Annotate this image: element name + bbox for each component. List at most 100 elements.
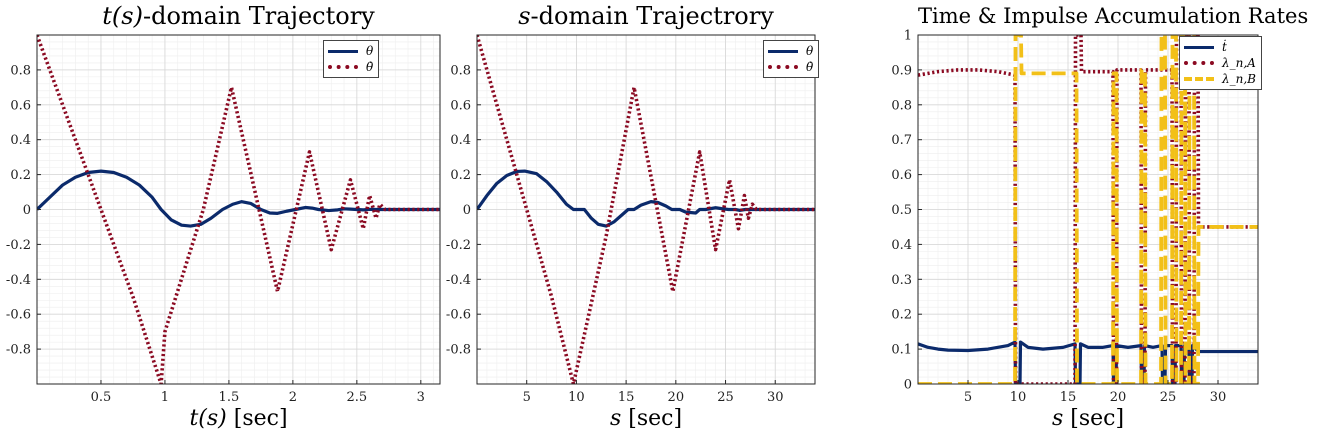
x-tick-label: 25: [717, 390, 734, 405]
legend-label: ṫ: [1222, 40, 1227, 54]
y-tick-label: 0: [463, 203, 471, 218]
series-line-0: [477, 169, 815, 228]
y-tick-label: 0.8: [891, 98, 912, 113]
legend-entry-theta: θ: [328, 43, 373, 59]
y-tick-label: 0.2: [891, 308, 912, 323]
right-legend: ṫ λ_n,A λ_n,B: [1179, 36, 1262, 90]
left-chart: 0.5 1 1.5 2 2.5 3 -0.8 -0.6 -0.4 -0.2 0 0.2 0.4 0.6 0.…: [6, 34, 441, 405]
middle-title-text: -domain Trajectrory: [530, 2, 774, 30]
left-legend: θ θ̇: [323, 40, 380, 78]
series-line-1: [477, 35, 815, 384]
y-tick-label: -0.8: [6, 343, 31, 358]
legend-swatch-navy: [1184, 45, 1214, 49]
y-tick-label: 0.7: [891, 133, 912, 148]
x-tick-label: 10: [1010, 390, 1027, 405]
y-tick-label: -0.2: [6, 238, 31, 253]
legend-label: λ_n,A: [1222, 56, 1256, 70]
y-tick-label: 0: [23, 203, 31, 218]
right-chart-panel: Time & Impulse Accumulation Rates 5 10 15 2…: [880, 0, 1317, 439]
right-x-axis-label: s [sec]: [918, 406, 1258, 431]
legend-entry-lambda-b: λ_n,B: [1184, 71, 1256, 87]
y-tick-label: -0.4: [6, 273, 31, 288]
y-tick-label: 0.4: [891, 238, 912, 253]
left-x-axis-label: t(s) [sec]: [37, 406, 440, 431]
x-tick-label: 1: [161, 390, 169, 405]
y-tick-label: 0.9: [891, 63, 912, 78]
x-tick-label: 15: [1060, 390, 1077, 405]
legend-swatch-crimson: [1184, 61, 1214, 65]
left-title-variable: t(s): [102, 2, 143, 30]
y-tick-label: 0.8: [10, 63, 31, 78]
series-line-1: [37, 35, 440, 384]
y-tick-label: -0.8: [446, 343, 471, 358]
y-tick-label: -0.6: [6, 308, 31, 323]
x-tick-label: 25: [1160, 390, 1177, 405]
y-tick-label: -0.4: [446, 273, 471, 288]
legend-label: θ: [806, 44, 814, 58]
x-tick-label: 1.5: [219, 390, 240, 405]
x-tick-label: 2.5: [346, 390, 367, 405]
right-chart: 5 10 15 20 25 30 0 0.1 0.2 0.3 0.4 0.5 0.6 0.7 0.8 0.9 1: [891, 29, 1259, 405]
middle-xlabel-unit: [sec]: [621, 406, 683, 431]
middle-title-variable: s: [518, 2, 531, 30]
legend-label: θ̇: [806, 60, 814, 74]
series-group: [477, 35, 815, 384]
y-tick-label: 0.6: [891, 168, 912, 183]
x-tick-label: 10: [568, 390, 585, 405]
x-tick-label: 0.5: [91, 390, 112, 405]
legend-swatch-crimson: [768, 65, 798, 69]
series-group: [918, 35, 1258, 384]
legend-entry-theta-dot: θ̇: [768, 59, 813, 75]
x-tick-label: 30: [767, 390, 784, 405]
y-tick-label: 0.6: [10, 98, 31, 113]
left-chart-panel: t(s)-domain Trajectory 0.5 1 1.5 2 2.5 3 -0.8-…: [0, 0, 441, 439]
legend-swatch-crimson: [328, 65, 358, 69]
x-tick-label: 20: [1110, 390, 1127, 405]
right-chart-title: Time & Impulse Accumulation Rates: [918, 4, 1308, 28]
legend-label: θ: [366, 44, 374, 58]
middle-xlabel-var: s: [609, 406, 622, 431]
right-xlabel-var: s: [1051, 406, 1064, 431]
y-tick-label: 0.1: [891, 343, 912, 358]
series-group: [37, 35, 440, 384]
left-title-text: -domain Trajectory: [142, 2, 375, 30]
legend-swatch-gold: [1184, 77, 1214, 81]
middle-chart-panel: s-domain Trajectrory 5 10 15 20 25 30 -0.8 -0.6…: [440, 0, 880, 439]
right-title-text: Time & Impulse Accumulation Rates: [918, 4, 1309, 28]
y-tick-label: 0.3: [891, 273, 912, 288]
legend-label: λ_n,B: [1222, 72, 1256, 86]
middle-chart-title: s-domain Trajectrory: [477, 2, 815, 30]
legend-entry-theta: θ: [768, 43, 813, 59]
legend-entry-tdot: ṫ: [1184, 39, 1256, 55]
y-tick-label: 0.4: [450, 133, 471, 148]
y-tick-label: 0.6: [450, 98, 471, 113]
right-xlabel-unit: [sec]: [1063, 406, 1125, 431]
x-tick-label: 5: [964, 390, 972, 405]
x-tick-label: 30: [1210, 390, 1227, 405]
x-tick-label: 5: [523, 390, 531, 405]
x-tick-label: 20: [668, 390, 685, 405]
middle-chart: 5 10 15 20 25 30 -0.8 -0.6 -0.4 -0.2 0 0.2 0.4 0.6 0.8: [446, 34, 816, 405]
series-line-0: [918, 340, 1258, 384]
middle-legend: θ θ̇: [763, 40, 820, 78]
y-tick-label: 1: [904, 29, 912, 44]
legend-label: θ̇: [366, 60, 374, 74]
y-tick-label: 0.5: [891, 203, 912, 218]
y-tick-label: -0.2: [446, 238, 471, 253]
left-chart-title: t(s)-domain Trajectory: [37, 2, 440, 30]
left-xlabel-unit: [sec]: [226, 406, 288, 431]
legend-entry-theta-dot: θ̇: [328, 59, 373, 75]
legend-entry-lambda-a: λ_n,A: [1184, 55, 1256, 71]
y-tick-label: 0: [904, 378, 912, 393]
x-tick-label: 15: [618, 390, 635, 405]
y-tick-label: 0.2: [450, 168, 471, 183]
legend-swatch-navy: [328, 49, 358, 53]
y-tick-label: -0.6: [446, 308, 471, 323]
legend-swatch-navy: [768, 49, 798, 53]
x-tick-label: 2: [289, 390, 297, 405]
left-xlabel-var: t(s): [189, 406, 227, 431]
y-tick-label: 0.8: [450, 63, 471, 78]
x-tick-label: 3: [417, 390, 425, 405]
series-line-2: [918, 35, 1258, 384]
y-tick-label: 0.4: [10, 133, 31, 148]
